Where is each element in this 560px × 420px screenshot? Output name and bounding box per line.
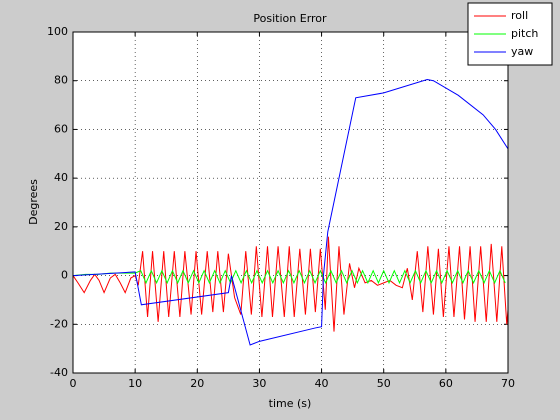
plot-area [73,32,508,373]
legend-label: yaw [511,45,533,58]
x-tick-label: 0 [70,377,77,390]
y-tick-label: 60 [54,122,68,135]
x-tick-label: 40 [315,377,329,390]
series-line [72,269,506,285]
y-tick-label: 0 [61,269,68,282]
x-tick-label: 50 [377,377,391,390]
x-tick-label: 10 [128,377,142,390]
series-line [72,78,509,346]
x-tick-label: 60 [439,377,453,390]
y-tick-label: -20 [50,317,68,330]
y-axis-label: Degrees [27,179,40,225]
x-tick-label: 30 [252,377,266,390]
x-tick-label: 70 [501,377,515,390]
y-tick-label: 100 [47,25,68,38]
y-tick-label: -40 [50,366,68,379]
chart-title: Position Error [253,12,327,25]
series-line [72,236,509,332]
plot-frame [72,31,509,374]
y-tick-label: 80 [54,74,68,87]
y-tick-label: 20 [54,220,68,233]
legend-label: roll [511,9,528,22]
x-tick-label: 20 [190,377,204,390]
y-tick-label: 40 [54,171,68,184]
x-axis-label: time (s) [269,397,312,410]
legend-label: pitch [511,27,538,40]
